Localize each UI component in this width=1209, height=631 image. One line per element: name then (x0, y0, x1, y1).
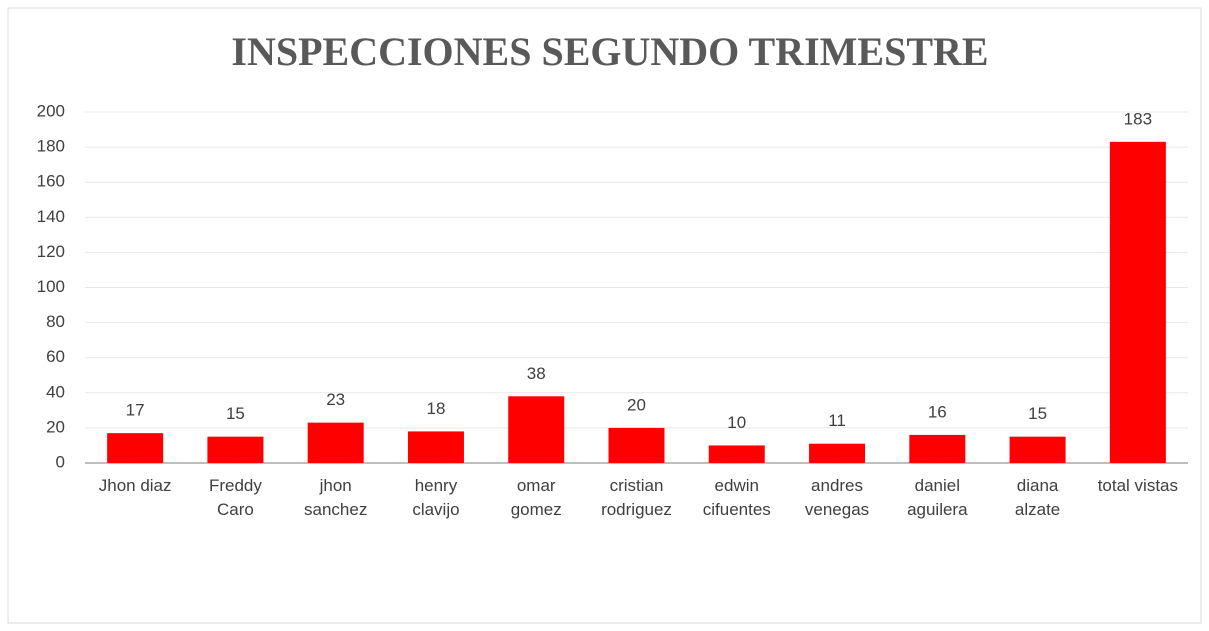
bar (708, 445, 765, 463)
x-tick-label: andres venegas (804, 476, 870, 519)
x-tick-label: Freddy Caro (208, 476, 262, 519)
x-tick-label: edwin cifuentes (702, 476, 771, 519)
bar (107, 433, 164, 463)
bar (909, 434, 966, 463)
y-tick-label: 20 (46, 417, 65, 436)
y-tick-label: 40 (46, 382, 65, 401)
value-label: 15 (1028, 404, 1047, 423)
bar (307, 422, 364, 463)
x-tick-label: omar gomez (510, 476, 562, 519)
bar (207, 436, 264, 463)
x-tick-label: henry clavijo (412, 476, 460, 519)
y-tick-label: 100 (37, 277, 65, 296)
y-tick-label: 200 (37, 101, 65, 120)
x-tick-label: jhon sanchez (304, 476, 368, 519)
value-label: 17 (126, 401, 145, 420)
bar (407, 431, 464, 463)
y-tick-label: 160 (37, 172, 65, 191)
value-label: 20 (627, 395, 646, 414)
value-label: 10 (727, 413, 746, 432)
value-label: 16 (928, 402, 947, 421)
y-tick-label: 120 (37, 242, 65, 261)
y-tick-label: 140 (37, 207, 65, 226)
x-tick-label: total vistas (1097, 476, 1179, 495)
bar (508, 396, 565, 463)
y-tick-label: 60 (46, 347, 65, 366)
x-tick-label: cristian rodriguez (601, 476, 672, 519)
x-tick-label: diana alzate (1014, 476, 1061, 519)
value-label: 11 (828, 411, 846, 430)
value-label: 183 (1124, 109, 1152, 128)
bar (1009, 436, 1066, 463)
x-tick-label: daniel aguilera (907, 476, 968, 519)
value-label: 15 (226, 404, 245, 423)
value-label: 23 (326, 390, 345, 409)
bar (1109, 141, 1166, 463)
bar (809, 443, 866, 463)
value-label: 38 (527, 364, 546, 383)
y-tick-label: 180 (37, 137, 65, 156)
chart-title: INSPECCIONES SEGUNDO TRIMESTRE (231, 29, 988, 74)
x-tick-label: Jhon diaz (98, 476, 172, 495)
value-label: 18 (426, 399, 445, 418)
y-tick-label: 0 (56, 452, 65, 471)
bar (608, 427, 665, 463)
chart-border (7, 7, 1202, 624)
y-tick-label: 80 (46, 312, 65, 331)
